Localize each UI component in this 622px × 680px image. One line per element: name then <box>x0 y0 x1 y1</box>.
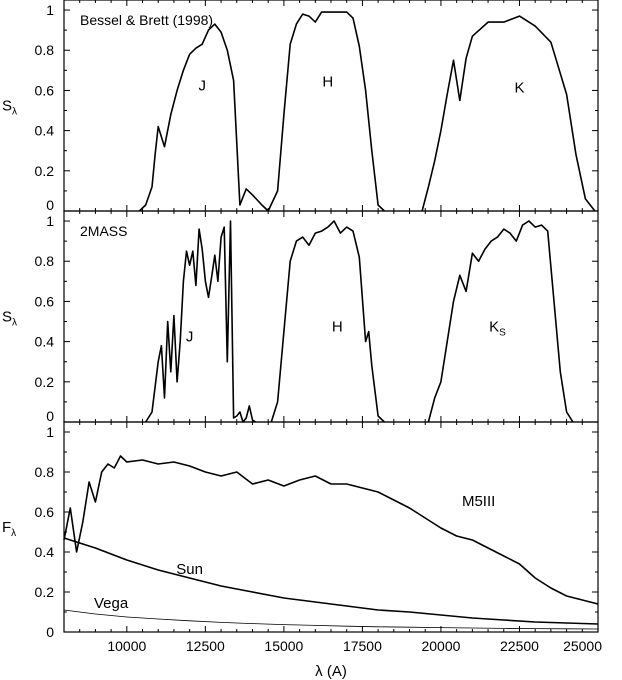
band-label-text: Vega <box>94 595 129 612</box>
series-line-m5iii <box>63 455 599 605</box>
y-axis-label: Fλ <box>2 519 16 539</box>
panel-title: 2MASS <box>80 223 127 239</box>
band-label: Sun <box>176 561 203 578</box>
series-line-2-2 <box>270 220 385 423</box>
y-tick-label: 0.4 <box>35 123 55 139</box>
y-tick-label: 0.6 <box>35 504 55 520</box>
x-tick-label: 25000 <box>563 638 602 654</box>
y-tick-label: 1 <box>46 424 54 440</box>
y-tick-label: 0.2 <box>35 374 55 390</box>
band-label-text: Sun <box>176 561 203 578</box>
y-axis-label-main: S <box>2 98 12 115</box>
series-line-1-3 <box>421 15 596 212</box>
y-tick-label: 0 <box>46 624 54 640</box>
band-label: KS <box>489 319 506 339</box>
y-tick-label: 1 <box>46 2 54 18</box>
band-label: H <box>332 319 343 336</box>
y-axis-label: Sλ <box>2 309 17 329</box>
series-line-2-1 <box>145 220 257 423</box>
axes-frame <box>63 421 599 633</box>
y-axis-label-main: F <box>2 519 11 536</box>
y-tick-label: 1 <box>46 213 54 229</box>
series-line-vega <box>63 609 599 630</box>
band-label: J <box>186 329 194 346</box>
band-label: M5III <box>462 493 495 510</box>
x-tick-label: 22500 <box>500 638 539 654</box>
y-axis-label-sub: λ <box>12 318 17 329</box>
axes-frame <box>63 0 599 212</box>
y-tick-label: 0.8 <box>35 42 55 58</box>
band-label-text: J <box>186 329 194 346</box>
band-label-text: K <box>489 319 499 336</box>
axes-frame <box>63 210 599 423</box>
band-label-text: H <box>332 319 343 336</box>
y-axis-label: Sλ <box>2 98 17 118</box>
y-tick-label: 0.6 <box>35 293 55 309</box>
y-tick-label: 0 <box>46 197 54 213</box>
x-tick-label: 12500 <box>186 638 225 654</box>
band-label: K <box>514 79 524 96</box>
y-axis-label-sub: λ <box>12 107 17 118</box>
band-label-text: K <box>514 79 524 96</box>
band-label-text: H <box>322 73 333 90</box>
band-label: H <box>322 73 333 90</box>
y-tick-label: 0.2 <box>35 584 55 600</box>
y-tick-label: 0.6 <box>35 82 55 98</box>
y-tick-label: 0.4 <box>35 544 55 560</box>
y-tick-label: 0.4 <box>35 334 55 350</box>
band-label-text: M5III <box>462 493 495 510</box>
panel-3: 0 0.2 0.4 0.6 0.8 1 10000 12500 15000 17500 20000 2… <box>2 421 602 680</box>
y-tick-label: 0.8 <box>35 464 55 480</box>
panel-1: 0 0.2 0.4 0.6 0.8 1 Sλ Bessel & Brett (1998) J H K <box>2 0 599 213</box>
x-axis-label: λ (A) <box>315 663 347 680</box>
band-label-sub: S <box>499 328 506 339</box>
y-axis-label-main: S <box>2 309 12 326</box>
x-tick-label: 17500 <box>343 638 382 654</box>
y-tick-label: 0.2 <box>35 163 55 179</box>
x-tick-label: 20000 <box>421 638 460 654</box>
y-tick-label: 0.8 <box>35 253 55 269</box>
band-label: Vega <box>94 595 129 612</box>
series-line-sun <box>63 537 599 625</box>
y-tick-label: 0 <box>46 408 54 424</box>
series-line-1-1 <box>138 23 269 212</box>
x-tick-label: 10000 <box>107 638 146 654</box>
series-line-2-3 <box>427 220 574 423</box>
band-label-text: J <box>198 77 206 94</box>
panel-title: Bessel & Brett (1998) <box>80 12 213 28</box>
x-tick-label: 15000 <box>264 638 303 654</box>
y-axis-label-sub: λ <box>11 528 16 539</box>
series-line-1-2 <box>267 11 385 212</box>
band-label: J <box>198 77 206 94</box>
